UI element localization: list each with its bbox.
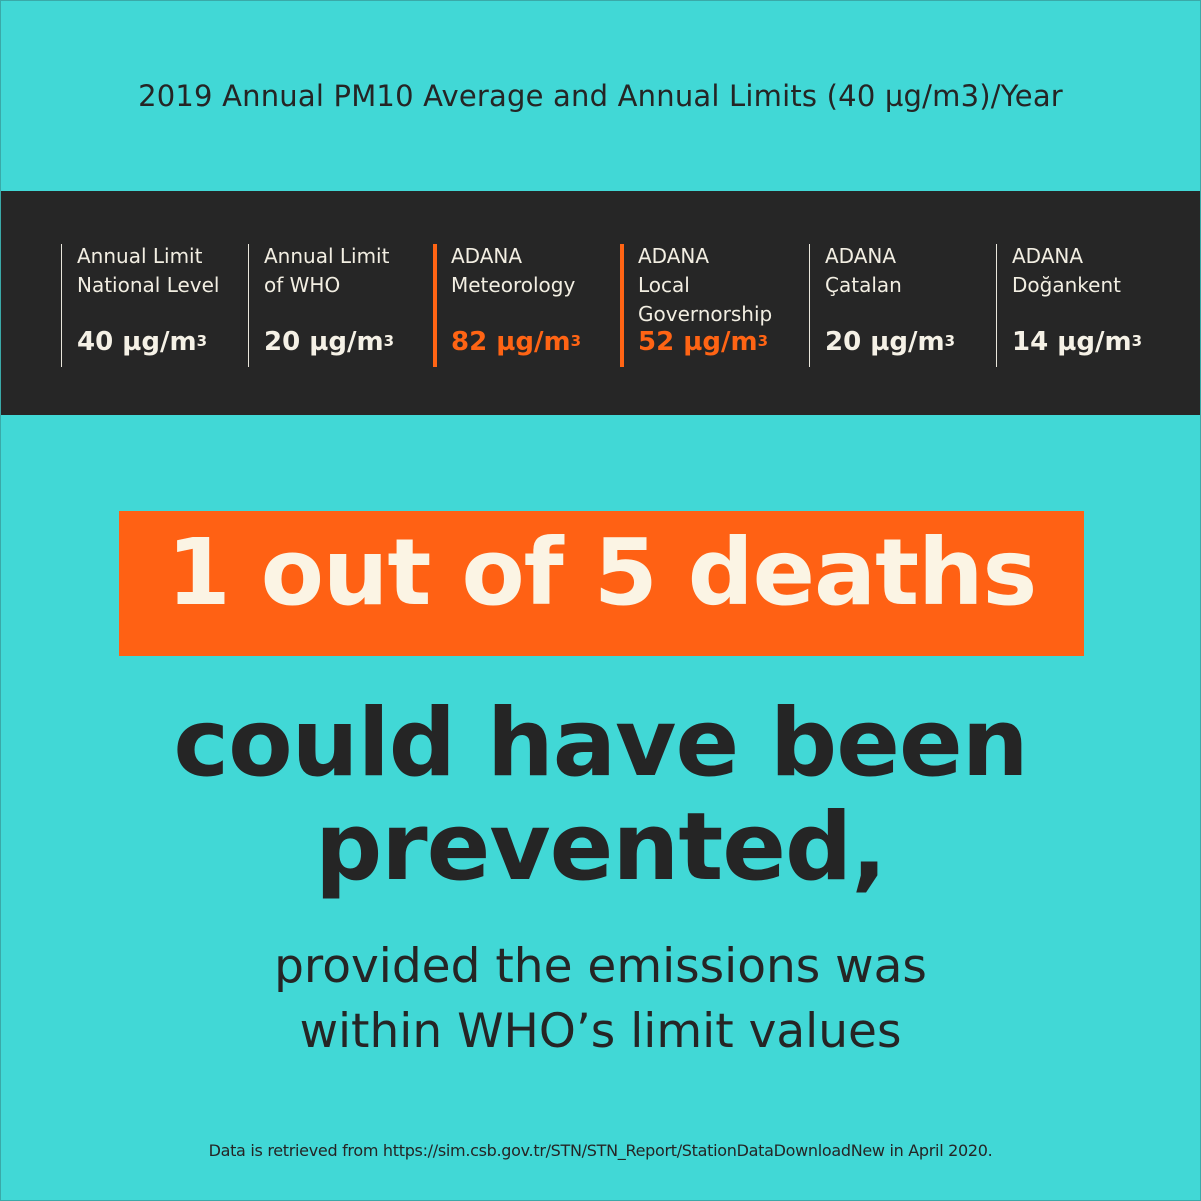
stat-value-text: 14 µg/m (1012, 327, 1132, 357)
stat-label: ADANA Meteorology (451, 242, 613, 300)
stat-value: 82 µg/m3 (451, 327, 581, 357)
stat-unit-sup: 3 (570, 332, 582, 350)
stat-value: 20 µg/m3 (264, 327, 394, 357)
stat-value-text: 20 µg/m (264, 327, 384, 357)
stat-national-limit: Annual Limit National Level 40 µg/m3 (61, 244, 241, 367)
stat-label-line: Doğankent (1012, 273, 1121, 297)
stat-label-line: ADANA (451, 244, 523, 268)
stat-unit-sup: 3 (757, 332, 769, 350)
stat-adana-catalan: ADANA Çatalan 20 µg/m3 (809, 244, 989, 367)
subtext-line-1: provided the emissions was (274, 939, 927, 994)
headline-line-1: could have been (173, 689, 1028, 798)
stat-unit-sup: 3 (196, 332, 208, 350)
stat-label-line: Annual Limit (77, 244, 203, 268)
stat-adana-meteorology: ADANA Meteorology 82 µg/m3 (433, 244, 613, 367)
stat-label-line: ADANA (638, 244, 710, 268)
subtext-line-2: within WHO’s limit values (299, 1004, 902, 1059)
stat-label-line: ADANA (1012, 244, 1084, 268)
stat-label: Annual Limit of WHO (264, 242, 428, 300)
stat-who-limit: Annual Limit of WHO 20 µg/m3 (248, 244, 428, 367)
stat-label-line: of WHO (264, 273, 341, 297)
stat-unit-sup: 3 (944, 332, 956, 350)
stat-adana-local-governorship: ADANA Local Governorship 52 µg/m3 (620, 244, 800, 367)
headline-highlight-text: 1 out of 5 deaths (166, 519, 1038, 626)
stat-label: ADANA Çatalan (825, 242, 989, 300)
stat-label-line: National Level (77, 273, 220, 297)
stat-value-text: 82 µg/m (451, 327, 571, 357)
stat-value-text: 40 µg/m (77, 327, 197, 357)
stat-value-text: 52 µg/m (638, 327, 758, 357)
stat-value: 20 µg/m3 (825, 327, 955, 357)
stat-label-line: Annual Limit (264, 244, 390, 268)
stats-band: Annual Limit National Level 40 µg/m3 Ann… (1, 191, 1200, 415)
stat-value-text: 20 µg/m (825, 327, 945, 357)
stat-label-line: ADANA (825, 244, 897, 268)
stat-value: 52 µg/m3 (638, 327, 768, 357)
page-title: 2019 Annual PM10 Average and Annual Limi… (138, 79, 1063, 113)
stat-label: ADANA Local Governorship (638, 242, 800, 329)
headline-line-2: prevented, (314, 793, 887, 902)
stat-label: ADANA Doğankent (1012, 242, 1176, 300)
stat-label: Annual Limit National Level (77, 242, 241, 300)
headline-highlight-box: 1 out of 5 deaths (119, 511, 1084, 656)
stat-value: 40 µg/m3 (77, 327, 207, 357)
source-note: Data is retrieved from https://sim.csb.g… (208, 1141, 993, 1160)
stat-label-line: Çatalan (825, 273, 902, 297)
stat-label-line: Meteorology (451, 273, 576, 297)
stat-label-line: Governorship (638, 302, 773, 326)
stat-label-line: Local (638, 273, 690, 297)
stat-unit-sup: 3 (1131, 332, 1143, 350)
stat-unit-sup: 3 (383, 332, 395, 350)
stat-value: 14 µg/m3 (1012, 327, 1142, 357)
stat-adana-dogankent: ADANA Doğankent 14 µg/m3 (996, 244, 1176, 367)
